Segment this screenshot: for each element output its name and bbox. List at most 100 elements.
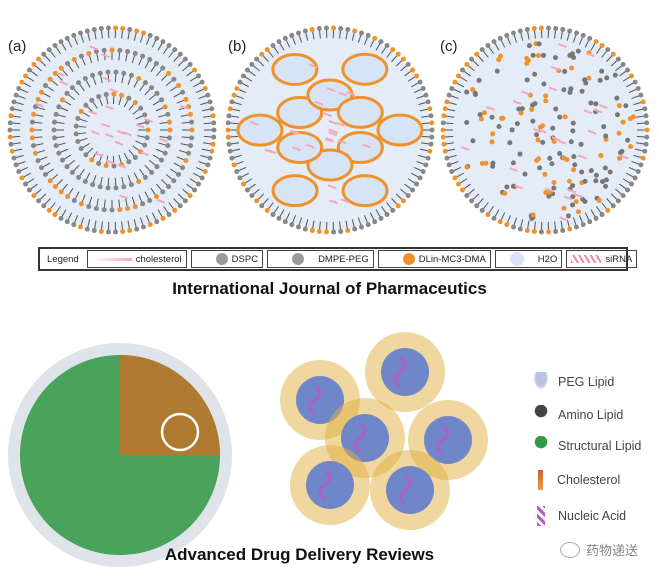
lipid-head <box>101 47 107 53</box>
lipid-head <box>541 81 547 87</box>
lipid-head <box>551 185 557 191</box>
lipid-head <box>225 134 231 140</box>
lipid-head <box>8 113 14 119</box>
lipid-head <box>390 207 396 213</box>
lipid-head <box>58 189 64 195</box>
lipid-head <box>144 135 150 141</box>
lipid-head <box>429 134 435 140</box>
sirna <box>323 112 332 117</box>
lipid-head <box>154 219 160 225</box>
lipid-head <box>32 104 38 110</box>
lipid-head <box>73 131 79 137</box>
lipid-head <box>574 224 580 230</box>
lipid-head <box>469 198 475 204</box>
lipid-head <box>111 163 117 169</box>
lipid-head <box>58 65 64 71</box>
lipid-head <box>620 119 626 125</box>
nanoparticle <box>381 348 429 396</box>
lipid-head <box>535 137 541 143</box>
lipid-head <box>425 99 431 105</box>
lipid-head <box>625 187 631 193</box>
lipid-head <box>19 175 25 181</box>
lipid-head <box>29 127 35 133</box>
amino-lipid-icon <box>532 405 550 425</box>
sirna <box>94 152 104 158</box>
lipid-head <box>338 26 344 32</box>
lipid-head <box>535 156 541 162</box>
water-droplet <box>276 131 324 165</box>
lipid-head <box>76 174 82 180</box>
lipid-head <box>205 162 211 168</box>
lipid-head <box>196 181 202 187</box>
lipid-head <box>395 203 401 209</box>
lipid-head <box>9 148 15 154</box>
lipid-head <box>89 157 95 163</box>
sirna <box>109 88 119 93</box>
sirna <box>532 127 542 133</box>
sirna <box>249 120 259 126</box>
lipid-head <box>254 198 260 204</box>
sirna <box>267 149 277 154</box>
sirna <box>574 193 584 199</box>
lipid-head <box>536 41 542 47</box>
lipid-head <box>417 175 423 181</box>
sirna <box>558 42 567 48</box>
lipid-head <box>551 179 557 185</box>
sirna <box>486 105 495 111</box>
lipid-head <box>207 99 213 105</box>
lipid-head <box>423 162 429 168</box>
lipid-head <box>331 229 337 235</box>
lipid-head <box>189 127 195 133</box>
lipid-head <box>470 138 476 144</box>
lipid-head <box>78 108 84 114</box>
lipid-head <box>47 76 53 82</box>
lipid-head <box>160 39 166 45</box>
lipid-head <box>540 139 546 145</box>
lipid-head <box>225 127 231 133</box>
lipid-head <box>105 229 111 235</box>
lipid-head <box>237 175 243 181</box>
lipid-head <box>644 134 650 140</box>
lipid-head <box>134 28 140 34</box>
lipid-head <box>378 215 384 221</box>
sirna <box>102 76 112 82</box>
water-icon <box>509 252 524 266</box>
lipid-head <box>153 60 159 66</box>
lipid-head <box>31 61 37 67</box>
lipid-head <box>105 185 111 191</box>
lipid-head <box>192 187 198 193</box>
lipid-head <box>516 106 522 112</box>
lipid-head <box>162 104 168 110</box>
lipid-head <box>126 95 132 101</box>
lipid-head <box>479 160 485 166</box>
lipid-head <box>440 127 446 133</box>
lipid-head <box>345 227 351 233</box>
lipid-head <box>276 39 282 45</box>
sirna <box>336 121 345 127</box>
lipid-head <box>557 151 563 157</box>
sirna <box>551 136 561 142</box>
lipid-head <box>614 95 620 101</box>
lipid-head <box>502 190 508 196</box>
panel-label-b: (b) <box>228 38 247 55</box>
lipid-head <box>8 141 14 147</box>
lipid-head <box>75 138 81 144</box>
sirna <box>105 133 114 139</box>
lipid-head <box>93 49 99 55</box>
lipid-head <box>517 226 523 232</box>
lipid-head <box>166 70 172 76</box>
lipid-head <box>84 226 90 232</box>
lipid-head <box>83 152 89 158</box>
lnp-cutaway-sphere <box>8 343 232 567</box>
lipid-head <box>58 39 64 45</box>
lipid-head <box>207 155 213 161</box>
lipid-head <box>53 111 59 117</box>
lipid-head <box>176 83 182 89</box>
sirna <box>325 137 335 143</box>
lipid-head <box>537 165 543 171</box>
lipid-head <box>71 222 77 228</box>
lipid-head <box>571 167 577 173</box>
lipid-head <box>86 50 92 56</box>
lipid-head <box>546 193 552 199</box>
sirna <box>567 188 577 194</box>
